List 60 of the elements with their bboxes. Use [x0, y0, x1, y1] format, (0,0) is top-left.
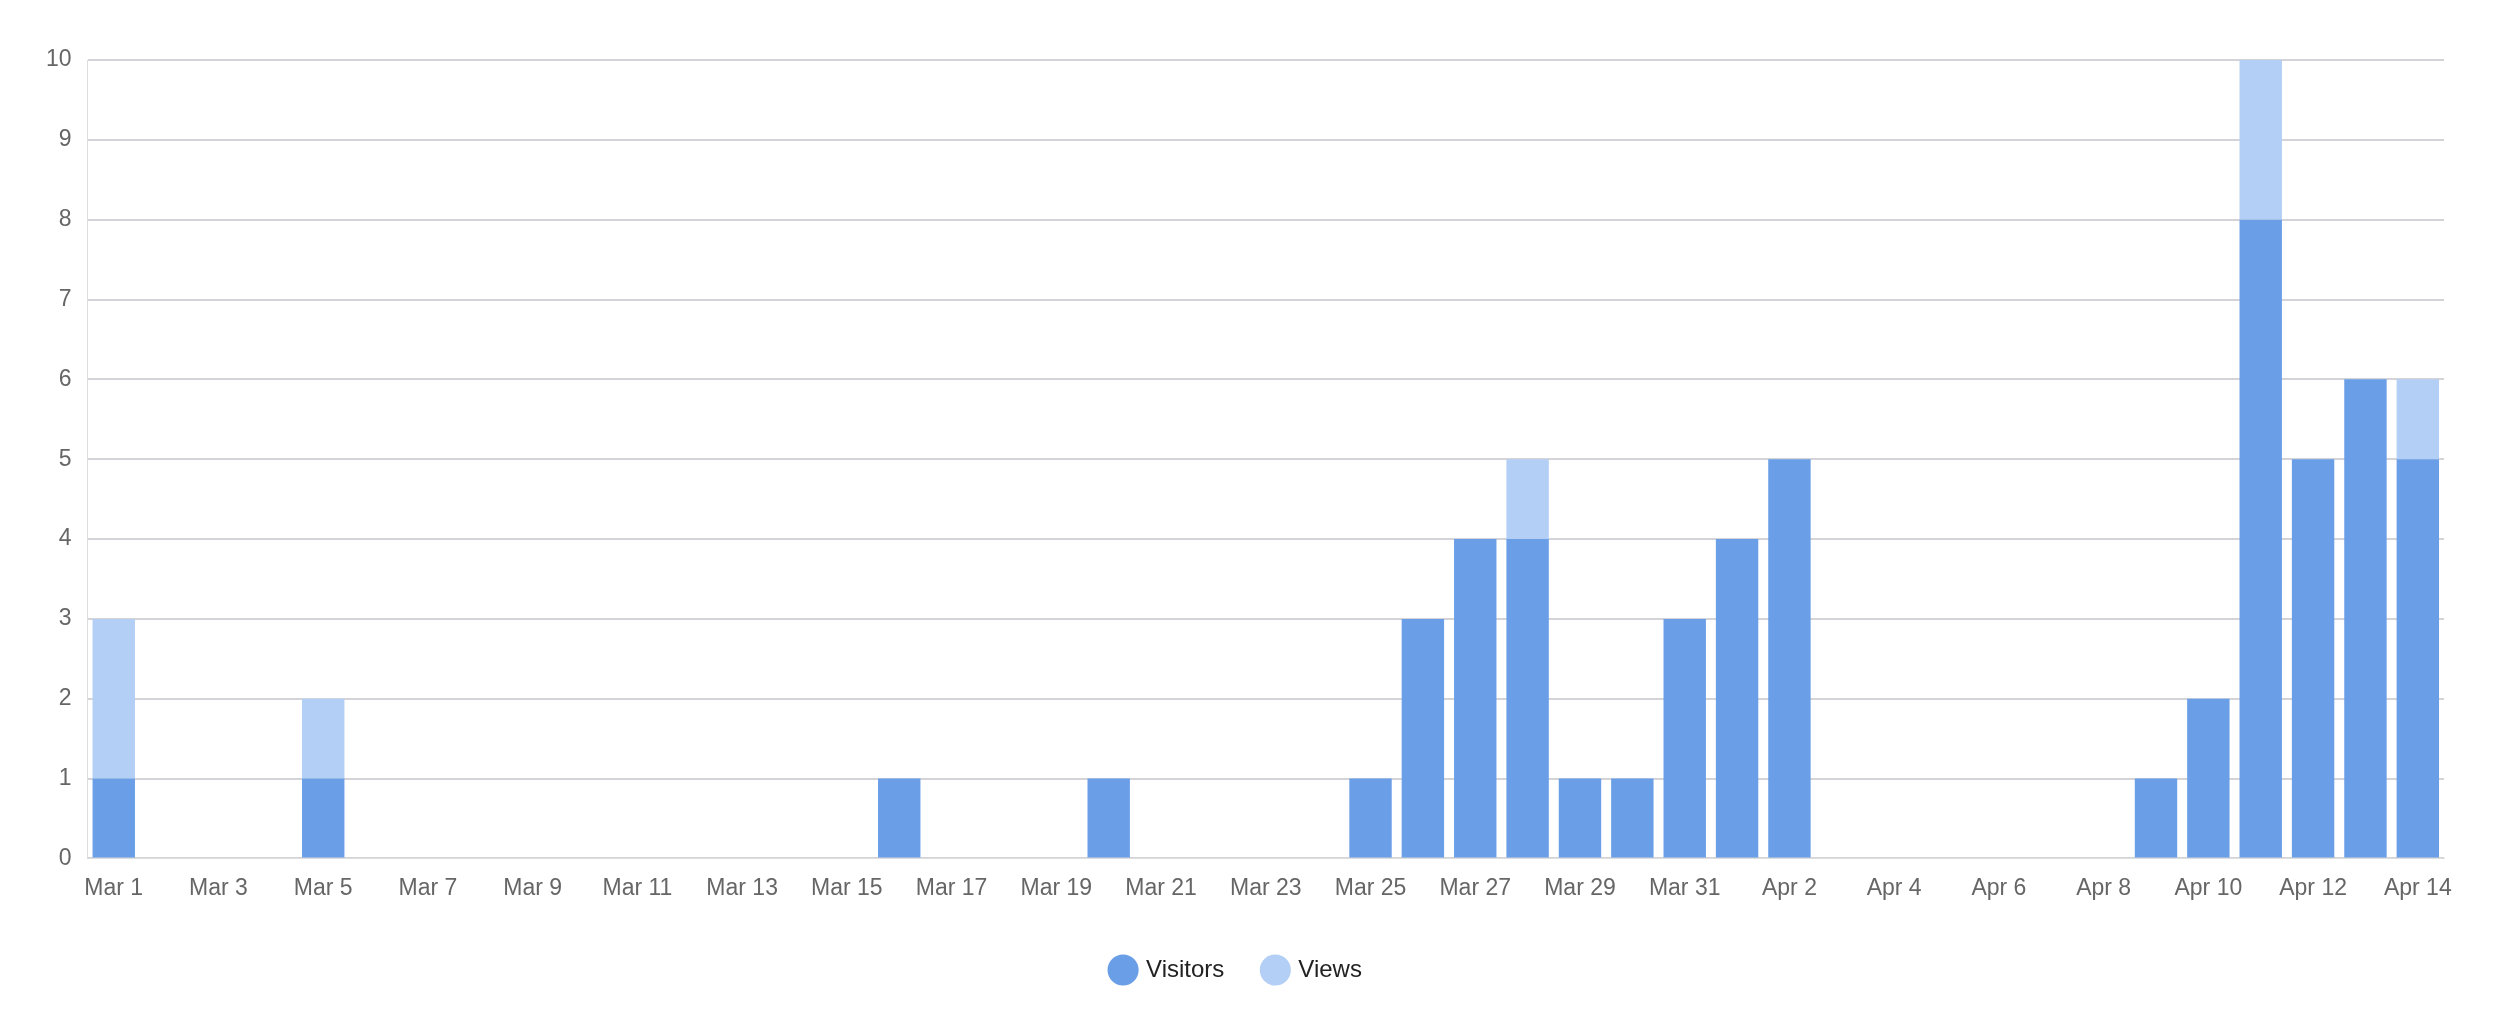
y-tick-label: 7: [58, 284, 72, 311]
bar: [302, 698, 345, 779]
x-tick-label: Apr 2: [1761, 873, 1817, 900]
x-tick-label: Mar 1: [84, 873, 144, 900]
y-tick-label: 1: [58, 763, 72, 790]
x-tick-label: Mar 3: [189, 873, 248, 900]
bar: [1349, 778, 1392, 858]
y-tick-label: 9: [58, 125, 72, 152]
bar: [1768, 459, 1811, 858]
y-tick-label: 10: [45, 45, 72, 72]
bar: [1454, 539, 1497, 858]
y-tick-label: 5: [58, 444, 72, 471]
bar: [1715, 539, 1759, 858]
x-tick-label: Apr 6: [1971, 873, 2027, 900]
bar: [1506, 459, 1549, 540]
x-tick-label: Mar 23: [1229, 873, 1302, 900]
y-tick-label: 6: [58, 364, 72, 391]
bar: [92, 778, 135, 858]
legend-label: Visitors: [1146, 954, 1225, 982]
x-tick-label: Mar 5: [293, 873, 353, 900]
y-tick-label: 8: [58, 205, 72, 232]
x-tick-label: Apr 4: [1866, 873, 1922, 900]
x-tick-label: Mar 17: [915, 873, 988, 900]
x-tick-label: Mar 27: [1439, 873, 1512, 900]
x-tick-label: Mar 9: [503, 873, 563, 900]
bar: [2239, 60, 2282, 220]
bar: [2396, 379, 2440, 460]
bar: [878, 778, 921, 858]
x-tick-label: Mar 21: [1125, 873, 1197, 900]
x-tick-label: Mar 19: [1020, 873, 1093, 900]
x-tick-label: Mar 13: [706, 873, 778, 900]
x-tick-label: Mar 29: [1544, 873, 1616, 900]
y-tick-label: 4: [58, 524, 72, 551]
bar: [1558, 778, 1602, 858]
bar: [2396, 459, 2440, 858]
bar: [2344, 379, 2387, 858]
y-tick-label: 2: [58, 684, 72, 711]
bar: [302, 778, 345, 858]
y-tick-label: 3: [58, 604, 72, 631]
x-tick-label: Apr 8: [2076, 873, 2132, 900]
x-tick-label: Apr 12: [2279, 873, 2347, 900]
legend-label: Views: [1298, 954, 1362, 982]
bar: [1506, 539, 1549, 858]
x-tick-label: Mar 25: [1334, 873, 1407, 900]
bar: [1401, 618, 1445, 858]
bar: [2187, 698, 2230, 858]
bar: [2291, 459, 2335, 858]
bar: [2239, 219, 2282, 858]
bar: [2134, 778, 2178, 858]
y-tick-label: 0: [58, 843, 72, 870]
x-tick-label: Mar 31: [1648, 873, 1721, 900]
x-tick-label: Apr 14: [2383, 873, 2452, 900]
bar: [1087, 778, 1130, 858]
x-tick-label: Mar 7: [398, 873, 458, 900]
bar: [1611, 778, 1654, 858]
x-tick-label: Apr 10: [2174, 873, 2243, 900]
x-tick-label: Mar 15: [811, 873, 883, 900]
bar: [92, 618, 135, 779]
bar: [1663, 618, 1706, 858]
x-tick-label: Mar 11: [602, 873, 673, 900]
